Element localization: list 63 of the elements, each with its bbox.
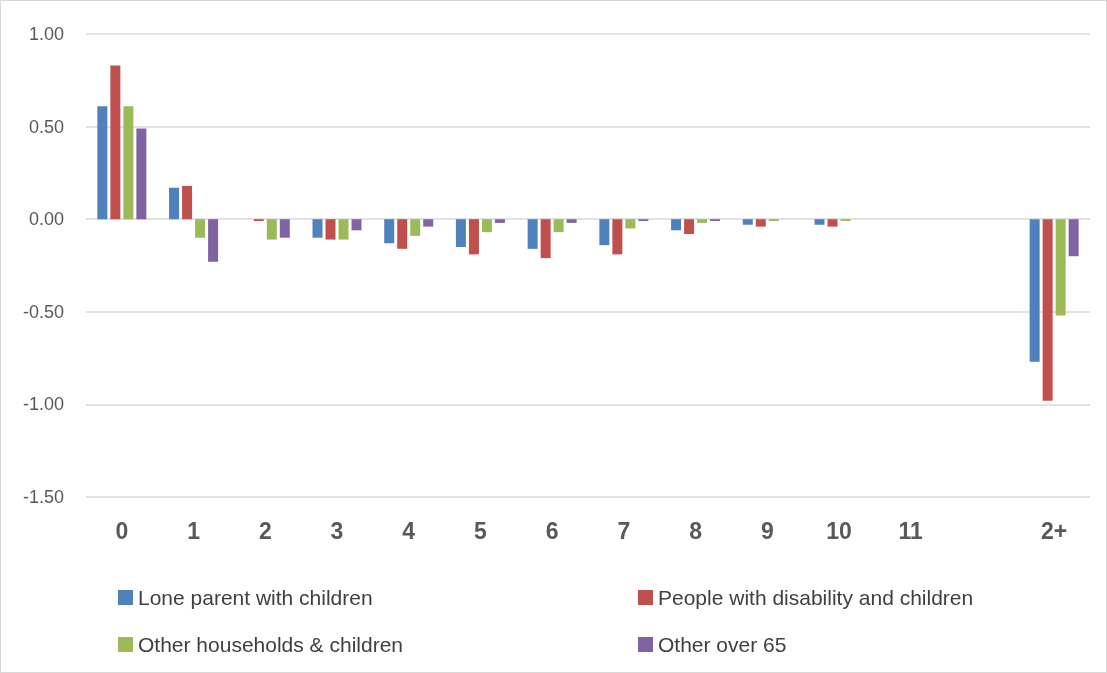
bar <box>351 219 362 231</box>
bar <box>97 106 108 220</box>
y-tick-label: -1.50 <box>22 487 64 507</box>
x-tick-label: 7 <box>617 517 631 544</box>
x-tick-label: 6 <box>545 517 559 544</box>
bar <box>338 219 349 240</box>
x-tick-label: 8 <box>689 517 703 544</box>
x-tick-label: 11 <box>898 517 924 544</box>
bar <box>540 219 551 259</box>
bar <box>684 219 695 235</box>
bar <box>481 219 492 233</box>
bar <box>671 219 682 231</box>
bar <box>755 219 766 227</box>
bar <box>123 106 134 220</box>
bar <box>423 219 434 227</box>
bar <box>697 219 708 223</box>
bar <box>1068 219 1079 257</box>
bar <box>312 219 323 238</box>
x-tick-label: 10 <box>826 517 852 544</box>
y-tick-label: -1.00 <box>22 394 64 415</box>
bar <box>136 128 147 220</box>
legend-label: Other households & children <box>138 633 403 656</box>
bar <box>742 219 753 225</box>
bar <box>612 219 623 255</box>
x-tick-label: 1 <box>187 517 201 544</box>
x-tick-label: 0 <box>115 517 129 544</box>
bar <box>455 219 466 247</box>
x-tick-label: 5 <box>474 517 488 544</box>
bar <box>625 219 636 229</box>
bar <box>325 219 336 240</box>
bar <box>195 219 206 238</box>
legend-label: People with disability and children <box>658 586 974 609</box>
bar <box>527 219 538 249</box>
bar <box>494 219 505 223</box>
bar <box>1055 219 1066 316</box>
x-tick-label: 4 <box>402 517 416 544</box>
y-tick-label: 0.00 <box>28 209 64 230</box>
bar <box>279 219 290 238</box>
legend-label: Lone parent with children <box>138 586 373 609</box>
bar <box>410 219 421 236</box>
bar <box>384 219 395 244</box>
bar <box>553 219 564 233</box>
bar <box>566 219 577 223</box>
bar <box>599 219 610 246</box>
bar <box>1042 219 1053 401</box>
x-tick-label: 2+ <box>1041 517 1068 544</box>
bar <box>169 187 180 220</box>
bar <box>397 219 408 249</box>
bar <box>468 219 479 255</box>
bar <box>182 185 193 220</box>
bar <box>1029 219 1040 362</box>
y-tick-label: 1.00 <box>28 24 64 44</box>
bar <box>266 219 277 240</box>
x-tick-label: 2 <box>258 517 272 544</box>
y-tick-label: 0.50 <box>28 116 64 137</box>
x-tick-label: 9 <box>760 517 774 544</box>
bar <box>814 219 825 225</box>
legend-label: Other over 65 <box>658 633 787 656</box>
y-tick-label: -0.50 <box>22 301 64 322</box>
bar <box>827 219 838 227</box>
bar <box>110 65 121 220</box>
bar <box>208 219 219 262</box>
x-tick-label: 3 <box>330 517 344 544</box>
